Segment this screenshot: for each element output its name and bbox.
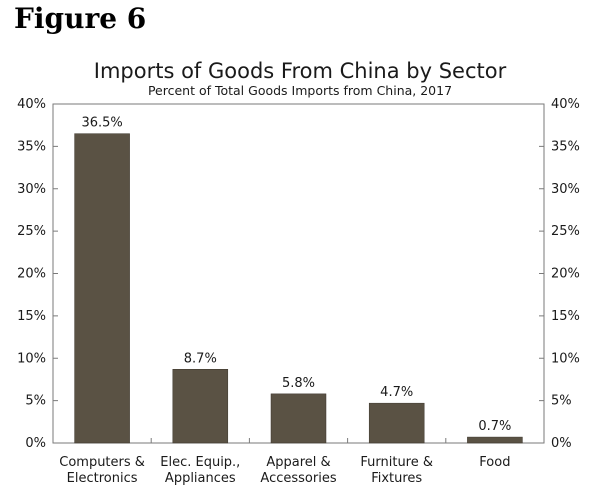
bar — [270, 393, 327, 444]
y-tick-label-left: 40% — [17, 97, 46, 112]
chart-title: Imports of Goods From China by Sector — [94, 59, 507, 83]
y-tick-label-right: 5% — [551, 394, 572, 409]
y-tick-label-left: 5% — [25, 394, 46, 409]
data-label: 0.7% — [478, 419, 511, 434]
y-tick-label-right: 40% — [551, 97, 580, 112]
category-label: Electronics — [67, 471, 138, 486]
category-label: Accessories — [260, 471, 336, 486]
category-label: Elec. Equip., — [160, 455, 240, 470]
y-tick-label-left: 0% — [25, 436, 46, 451]
y-tick-label-right: 30% — [551, 182, 580, 197]
y-tick-label-right: 0% — [551, 436, 572, 451]
category-label: Furniture & — [360, 455, 433, 470]
chart-subtitle: Percent of Total Goods Imports from Chin… — [148, 83, 452, 98]
data-label: 36.5% — [81, 116, 122, 131]
data-label: 8.7% — [184, 351, 217, 366]
y-tick-label-left: 20% — [17, 267, 46, 282]
data-labels: 36.5% Computers &Electronics 8.7% Elec. Equ… — [59, 116, 511, 486]
y-tick-label-left: 30% — [17, 182, 46, 197]
y-tick-label-right: 15% — [551, 309, 580, 324]
bar — [368, 402, 425, 444]
bar — [172, 369, 229, 444]
y-tick-label-right: 25% — [551, 224, 580, 239]
y-tick-label-left: 10% — [17, 351, 46, 366]
y-tick-label-left: 35% — [17, 139, 46, 154]
bar — [467, 436, 523, 444]
category-label: Food — [479, 455, 510, 470]
y-tick-label-right: 10% — [551, 351, 580, 366]
bar — [74, 133, 130, 444]
category-label: Computers & — [59, 455, 145, 470]
figure-label: Figure 6 — [14, 2, 147, 35]
y-tick-label-right: 35% — [551, 139, 580, 154]
category-label: Appliances — [165, 471, 236, 486]
y-tick-label-right: 20% — [551, 267, 580, 282]
category-label: Fixtures — [371, 471, 422, 486]
bars — [74, 133, 523, 444]
axes: 0% 0% 5% 5% 10% 10% 15% 15% 20% 20% 25% 25% 30% 30% 35… — [17, 97, 580, 451]
data-label: 5.8% — [282, 376, 315, 391]
data-label: 4.7% — [380, 385, 413, 400]
category-label: Apparel & — [266, 455, 330, 470]
y-tick-label-left: 25% — [17, 224, 46, 239]
y-tick-label-left: 15% — [17, 309, 46, 324]
